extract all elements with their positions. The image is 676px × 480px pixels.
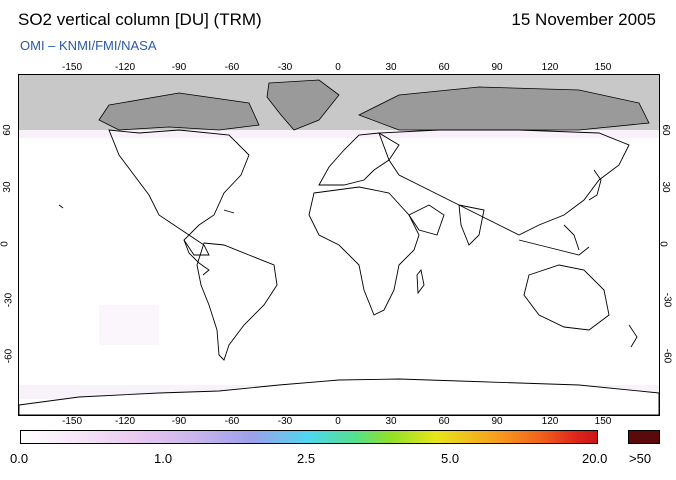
coastlines xyxy=(58,129,638,361)
lon-tick-bottom: 0 xyxy=(335,416,341,427)
world-map xyxy=(18,74,660,416)
lat-tick-left: 30 xyxy=(2,181,14,193)
map-title: SO2 vertical column [DU] (TRM) xyxy=(18,10,262,29)
lon-tick-top: -30 xyxy=(277,62,293,73)
lon-tick-top: -120 xyxy=(114,62,136,73)
colorbar-over-label: >50 xyxy=(629,451,652,466)
lat-tick-left: 0 xyxy=(0,241,11,247)
antarctica xyxy=(19,378,659,415)
lon-tick-top: 60 xyxy=(438,62,450,73)
colorbar xyxy=(20,430,598,444)
lat-tick-right: 30 xyxy=(660,181,672,193)
retrieval-noise xyxy=(19,130,659,399)
lon-tick-top: 90 xyxy=(491,62,503,73)
lat-tick-left: 60 xyxy=(2,124,14,136)
lat-tick-left: -60 xyxy=(3,348,15,364)
lat-tick-right: -60 xyxy=(661,348,673,364)
lon-tick-top: 30 xyxy=(385,62,397,73)
colorbar-label: 1.0 xyxy=(154,451,173,466)
lon-tick-bottom: 150 xyxy=(594,416,612,427)
map-date: 15 November 2005 xyxy=(511,10,656,29)
lon-tick-bottom: -90 xyxy=(171,416,187,427)
credit-line: OMI – KNMI/FMI/NASA xyxy=(20,38,157,53)
lon-tick-bottom: 30 xyxy=(385,416,397,427)
lat-tick-right: -30 xyxy=(661,292,673,308)
colorbar-label: 20.0 xyxy=(582,451,608,466)
lat-tick-right: 60 xyxy=(660,124,672,136)
lat-tick-left: -30 xyxy=(3,292,15,308)
colorbar-label: 2.5 xyxy=(297,451,316,466)
lon-tick-bottom: -120 xyxy=(114,416,136,427)
lon-tick-bottom: 60 xyxy=(438,416,450,427)
lon-tick-bottom: 120 xyxy=(541,416,559,427)
lon-tick-top: 120 xyxy=(541,62,559,73)
lon-tick-bottom: -60 xyxy=(224,416,240,427)
lon-tick-top: -90 xyxy=(171,62,187,73)
lon-tick-bottom: -150 xyxy=(61,416,83,427)
colorbar-label: 5.0 xyxy=(441,451,460,466)
lon-tick-bottom: -30 xyxy=(277,416,293,427)
lon-tick-top: -60 xyxy=(224,62,240,73)
colorbar-label: 0.0 xyxy=(10,451,29,466)
lon-tick-bottom: 90 xyxy=(491,416,503,427)
lon-tick-top: 150 xyxy=(594,62,612,73)
lon-tick-top: 0 xyxy=(335,62,341,73)
lon-tick-top: -150 xyxy=(61,62,83,73)
colorbar-over-swatch xyxy=(628,430,660,444)
arctic-land xyxy=(98,79,650,131)
map-canvas xyxy=(19,75,659,415)
